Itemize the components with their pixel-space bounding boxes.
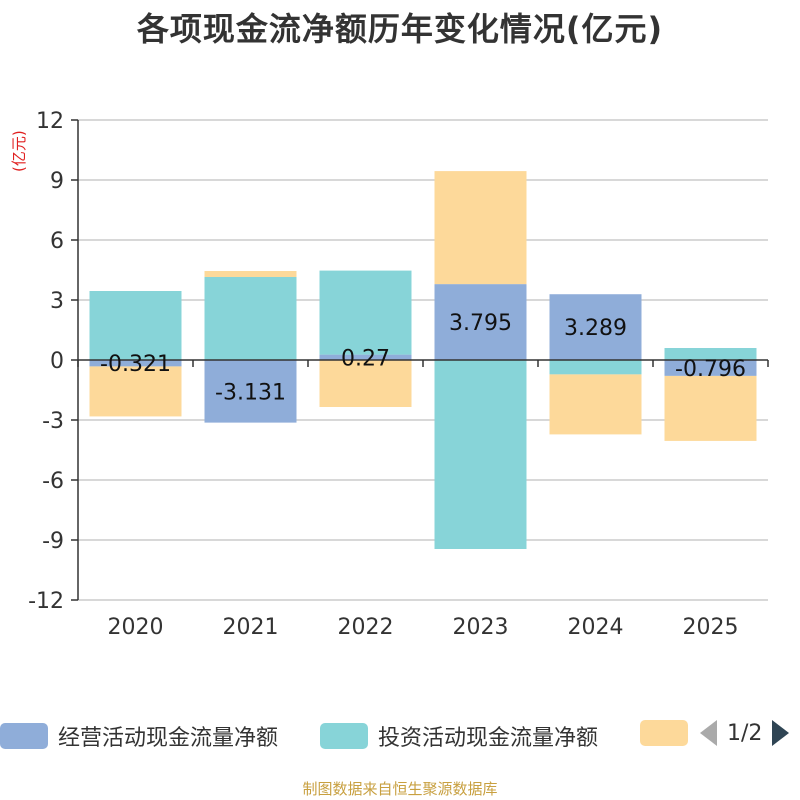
bar-2020-series-0 (89, 360, 182, 367)
y-tick-label: -6 (42, 469, 64, 494)
data-label-2025: -0.796 (675, 357, 746, 382)
x-tick-label-2022: 2022 (338, 615, 394, 640)
y-tick-label: -9 (42, 529, 64, 554)
x-tick-label-2025: 2025 (683, 615, 739, 640)
x-tick-label-2020: 2020 (108, 615, 164, 640)
legend-pager: 1/2 (700, 720, 790, 746)
y-tick-label: -3 (42, 409, 64, 434)
data-label-2020: -0.321 (100, 352, 171, 377)
bar-2025-series-0 (664, 360, 757, 376)
bar-2020-series-2 (89, 366, 182, 417)
data-label-2024: 3.289 (564, 316, 627, 341)
chart-legend: 经营活动现金流量净额 投资活动现金流量净额 1/2 (0, 712, 800, 756)
legend-swatch-operating (0, 723, 48, 749)
bar-2023-series-2 (434, 171, 527, 285)
y-tick-label: 9 (50, 169, 64, 194)
bar-2025-series-2 (664, 375, 757, 441)
legend-item-operating[interactable]: 经营活动现金流量净额 (0, 720, 278, 752)
x-tick-label-2021: 2021 (223, 615, 279, 640)
legend-item-investing[interactable]: 投资活动现金流量净额 (320, 720, 598, 752)
y-tick-label: 12 (36, 109, 64, 134)
legend-item-financing[interactable] (640, 720, 698, 746)
data-label-2021: -3.131 (215, 380, 286, 405)
bar-2024-series-2 (549, 374, 642, 435)
data-label-2023: 3.795 (449, 311, 512, 336)
legend-page-indicator: 1/2 (727, 720, 763, 746)
x-tick-label-2024: 2024 (568, 615, 624, 640)
bar-2021-series-1 (204, 277, 297, 360)
y-tick-label: 0 (50, 349, 64, 374)
x-tick-label-2023: 2023 (453, 615, 509, 640)
bar-2022-series-1 (319, 270, 412, 355)
legend-next-arrow-icon[interactable] (772, 720, 790, 746)
data-label-2022: 0.27 (341, 346, 390, 371)
bar-2023-series-1 (434, 360, 527, 549)
legend-swatch-investing (320, 723, 368, 749)
bar-2022-series-0 (319, 354, 412, 360)
bar-2024-series-0 (549, 294, 642, 360)
y-tick-label: -12 (28, 589, 64, 614)
legend-swatch-financing (640, 720, 688, 746)
bar-2020-series-1 (89, 291, 182, 360)
legend-label-operating: 经营活动现金流量净额 (58, 726, 279, 751)
chart-title: 各项现金流净额历年变化情况(亿元) (136, 10, 664, 48)
bar-2022-series-2 (319, 360, 412, 407)
legend-label-investing: 投资活动现金流量净额 (378, 726, 599, 751)
y-tick-label: 3 (50, 289, 64, 314)
stacked-bar-chart: 12 9 6 3 0 -3 -6 -9 -12 2020 2021 2022 2023 2024 2025 -… (28, 109, 769, 640)
bar-2023-series-0 (434, 284, 527, 360)
bar-2024-series-1 (549, 360, 642, 375)
data-source-note: 制图数据来自恒生聚源数据库 (302, 780, 498, 798)
bar-2025-series-1 (664, 348, 757, 360)
bar-2021-series-0 (204, 360, 297, 423)
bar-2021-series-2 (204, 271, 297, 277)
legend-prev-arrow-icon[interactable] (700, 720, 717, 746)
y-tick-label: 6 (50, 229, 64, 254)
